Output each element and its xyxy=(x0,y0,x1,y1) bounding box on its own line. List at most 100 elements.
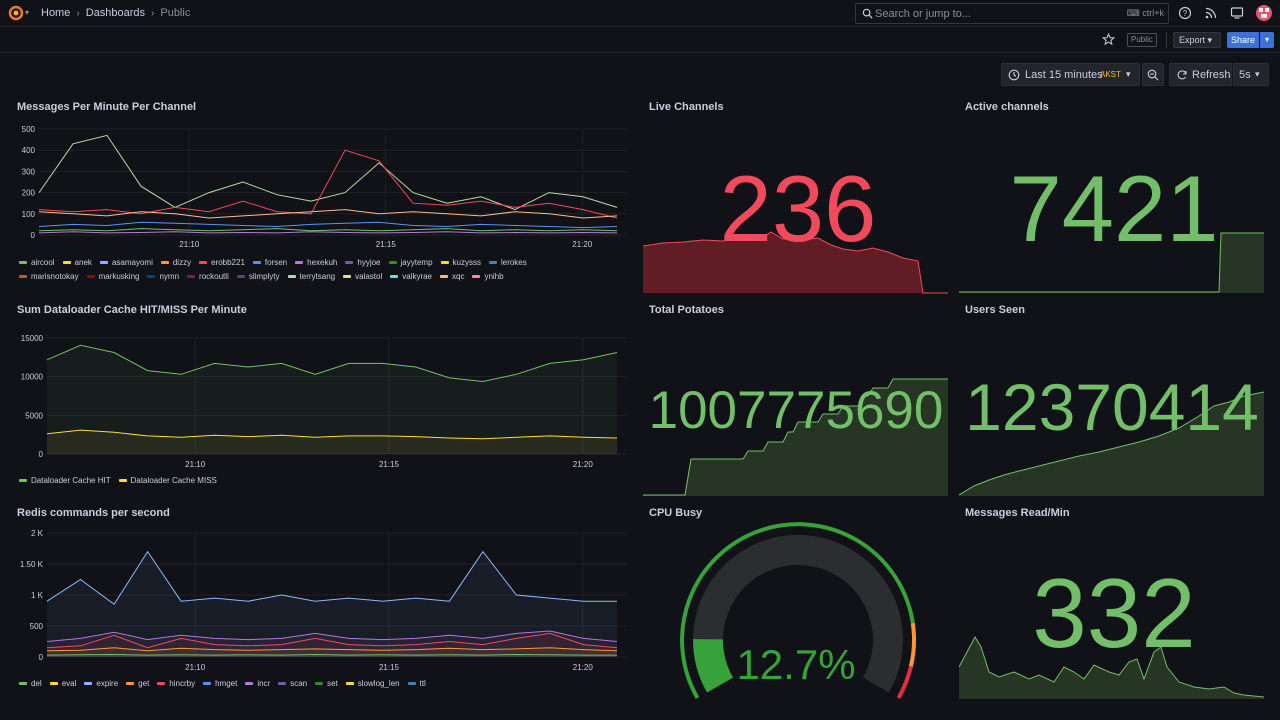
legend-item[interactable]: aircool xyxy=(19,258,55,267)
legend-item[interactable]: scan xyxy=(278,679,307,688)
star-icon[interactable] xyxy=(1102,33,1115,46)
legend-item[interactable]: erobb221 xyxy=(199,258,245,267)
chevron-down-icon: ▾ xyxy=(1207,35,1213,45)
series-line-erobb221 xyxy=(38,149,618,219)
legend-swatch xyxy=(252,261,261,264)
help-icon[interactable]: ? xyxy=(1178,6,1192,20)
legend-label: kuzysss xyxy=(452,258,481,267)
chart-legend: Dataloader Cache HIT Dataloader Cache MIS… xyxy=(19,476,579,485)
legend-item[interactable]: valkyrae xyxy=(390,272,432,281)
rss-icon[interactable] xyxy=(1204,6,1218,20)
zoom-out-button[interactable] xyxy=(1142,63,1164,86)
legend-item[interactable]: nymn xyxy=(147,272,179,281)
legend-item[interactable]: set xyxy=(315,679,338,688)
legend-item[interactable]: terrytsang xyxy=(287,272,336,281)
gauge-ring xyxy=(680,522,917,699)
legend-item[interactable]: Dataloader Cache MISS xyxy=(118,476,217,485)
y-tick-label: 0 xyxy=(39,653,44,662)
legend-item[interactable]: rockoutli xyxy=(187,272,229,281)
legend-item[interactable]: expire xyxy=(84,679,118,688)
legend-label: slowlog_len xyxy=(357,679,400,688)
monitor-icon[interactable] xyxy=(1230,6,1244,20)
legend-swatch xyxy=(440,275,449,278)
legend-item[interactable]: marisnotokay xyxy=(19,272,79,281)
legend-label: forsen xyxy=(264,258,288,267)
legend-item[interactable]: hincrby xyxy=(157,679,195,688)
y-tick-label: 0 xyxy=(39,450,44,459)
legend-item[interactable]: jayytemp xyxy=(388,258,433,267)
breadcrumb-dashboards[interactable]: Dashboards xyxy=(85,7,146,19)
y-tick-label: 1.50 K xyxy=(20,560,44,569)
legend-label: del xyxy=(31,679,42,688)
search-shortcut: ⌨ ctrl+k xyxy=(1126,8,1164,18)
y-tick-label: 2 K xyxy=(31,529,44,538)
divider xyxy=(1166,32,1167,48)
sparkline-area xyxy=(959,637,1264,699)
y-tick-label: 400 xyxy=(22,146,36,155)
legend-item[interactable]: ynihb xyxy=(472,272,504,281)
legend-item[interactable]: asamayomi xyxy=(99,258,153,267)
legend-label: lerokes xyxy=(500,258,527,267)
series-line-expire xyxy=(46,550,617,606)
legend-item[interactable]: incr xyxy=(245,679,270,688)
timezone-label: AKST xyxy=(1100,70,1121,79)
legend-swatch xyxy=(278,682,287,685)
legend-item[interactable]: dizzy xyxy=(160,258,192,267)
legend-swatch xyxy=(19,275,27,278)
legend-item[interactable]: eval xyxy=(49,679,76,688)
grafana-logo-icon[interactable] xyxy=(8,5,24,21)
legend-item[interactable]: del xyxy=(19,679,42,688)
active-channels-stat: 7421 xyxy=(959,156,1264,293)
panel-total-potatoes: Total Potatoes 1007775690 xyxy=(643,304,948,497)
legend-item[interactable]: kuzysss xyxy=(440,258,481,267)
legend-item[interactable]: valastol xyxy=(343,272,382,281)
export-label: Export xyxy=(1179,35,1206,45)
avatar[interactable] xyxy=(1256,5,1272,21)
legend-label: Dataloader Cache MISS xyxy=(130,476,217,485)
refresh-interval-picker[interactable]: 5s ▾ xyxy=(1233,63,1269,86)
sparkline-line xyxy=(643,378,948,496)
legend-item[interactable]: lerokes xyxy=(488,258,527,267)
legend-item[interactable]: slimplyty xyxy=(236,272,280,281)
legend-item[interactable]: ttl xyxy=(407,679,426,688)
sparkline-area xyxy=(643,232,923,293)
export-button[interactable]: Export ▾ xyxy=(1173,32,1221,48)
legend-item[interactable]: get xyxy=(126,679,149,688)
legend-label: terrytsang xyxy=(299,272,336,281)
chevron-down-icon: ▾ xyxy=(1255,69,1260,79)
x-tick-label: 21:15 xyxy=(379,460,400,469)
legend-swatch xyxy=(390,275,399,278)
stat-value: 332 xyxy=(1032,558,1196,668)
legend-item[interactable]: Dataloader Cache HIT xyxy=(19,476,111,485)
legend-item[interactable]: forsen xyxy=(252,258,288,267)
time-range-picker[interactable]: Last 15 minutes AKST ▾ xyxy=(1001,63,1140,86)
legend-item[interactable]: hexekuh xyxy=(295,258,337,267)
series-line-xqc xyxy=(38,209,618,219)
series-line-aircool xyxy=(38,228,618,232)
legend-item[interactable]: slowlog_len xyxy=(345,679,400,688)
legend-item[interactable]: anek xyxy=(62,258,92,267)
legend-swatch xyxy=(49,682,58,685)
legend-item[interactable]: markusking xyxy=(86,272,139,281)
chevron-down-icon[interactable]: ▾ xyxy=(25,8,30,17)
breadcrumb-home[interactable]: Home xyxy=(41,7,71,19)
top-navbar: ▾ Home › Dashboards › Public Search or j… xyxy=(0,0,1280,27)
refresh-button[interactable]: Refresh xyxy=(1169,63,1232,86)
search-input[interactable]: Search or jump to... ⌨ ctrl+k xyxy=(855,3,1169,24)
chart-legend: aircool anek asamayomi dizzy erobb221 forsen h… xyxy=(19,258,579,281)
share-menu-button[interactable]: ▾ xyxy=(1260,32,1274,48)
series-line-forsen xyxy=(38,221,618,229)
legend-swatch xyxy=(315,682,324,685)
share-button[interactable]: Share xyxy=(1227,32,1259,48)
legend-item[interactable]: xqc xyxy=(440,272,464,281)
x-tick-label: 21:20 xyxy=(572,240,593,249)
legend-swatch xyxy=(345,261,354,264)
legend-item[interactable]: hyyjoe xyxy=(345,258,381,267)
legend-item[interactable]: hmget xyxy=(203,679,237,688)
sparkline-line xyxy=(643,231,948,294)
chevron-right-icon: › xyxy=(151,7,155,19)
legend-label: dizzy xyxy=(172,258,192,267)
panel-redis-commands: Redis commands per second 0 500 1 K 1.50 K 2… xyxy=(17,507,632,697)
stat-value: 7421 xyxy=(1009,156,1218,261)
y-tick-label: 0 xyxy=(31,231,36,240)
